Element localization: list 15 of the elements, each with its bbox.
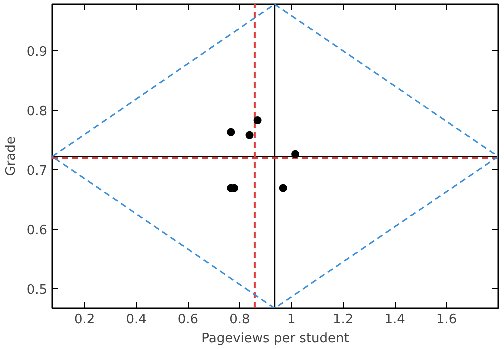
x-tick-label: 1.2 — [333, 312, 354, 328]
y-tick-label: 0.5 — [26, 282, 48, 298]
x-tick-label: 1.6 — [436, 312, 458, 328]
x-tick-label: 0.6 — [178, 312, 199, 328]
x-tick-label: 0.8 — [230, 312, 250, 328]
x-tick-label: 1.4 — [384, 312, 406, 328]
y-tick-label: 0.6 — [26, 223, 48, 238]
y-tick-label: 0.9 — [26, 44, 48, 60]
y-tick-label: 0.8 — [26, 104, 48, 120]
x-axis-title: Pageviews per student — [202, 332, 350, 346]
y-tick-label: 0.7 — [26, 164, 48, 179]
y-axis-title: Grade — [4, 136, 19, 176]
x-tick-label: 0.4 — [126, 312, 147, 328]
x-tick-label: 0.2 — [74, 312, 96, 328]
x-tick-label: 1 — [288, 312, 296, 328]
